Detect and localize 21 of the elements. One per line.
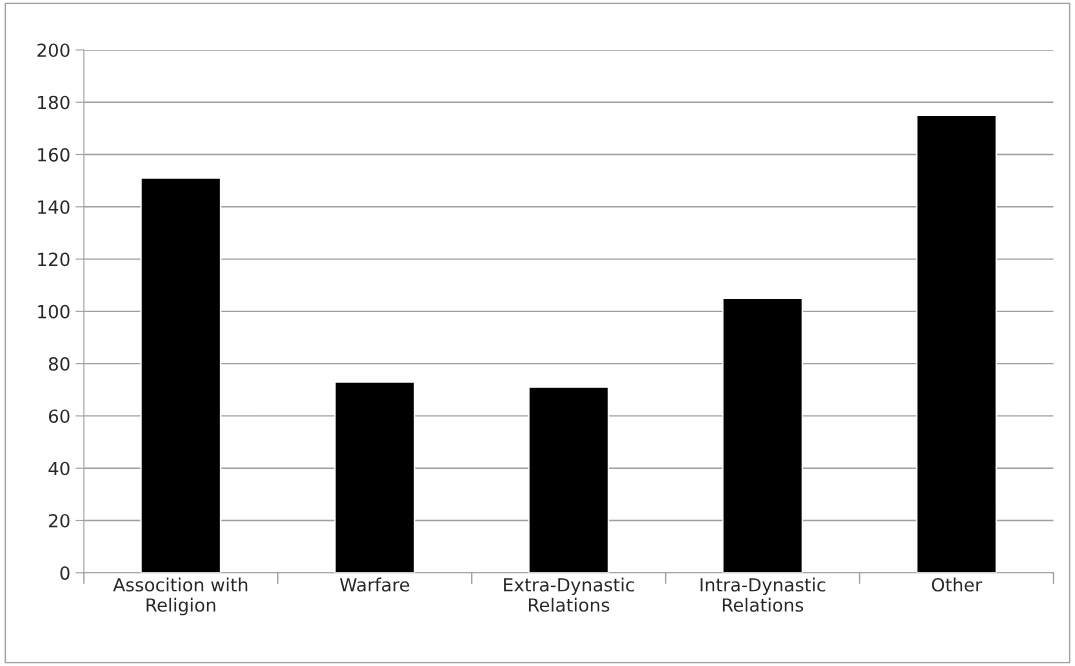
y-tick-label: 160 bbox=[38, 147, 70, 162]
x-tick-label: Other bbox=[931, 577, 983, 592]
bar bbox=[528, 386, 610, 573]
y-tick-label: 0 bbox=[60, 566, 70, 580]
x-tick-label: Assocition with Religion bbox=[113, 577, 248, 616]
bar bbox=[334, 381, 416, 573]
x-tick-label: Intra-Dynastic Relations bbox=[700, 577, 826, 612]
y-tick-label: 20 bbox=[49, 513, 70, 528]
x-tick-label: Warfare bbox=[339, 577, 410, 592]
y-tick-label: 200 bbox=[37, 43, 70, 58]
x-tick-label: Extra-Dynastic Relations bbox=[504, 577, 634, 612]
y-tick-label: 180 bbox=[38, 95, 70, 110]
bar bbox=[140, 177, 222, 573]
bar bbox=[916, 114, 997, 573]
y-tick-label: 140 bbox=[38, 200, 70, 214]
bar bbox=[722, 297, 804, 573]
y-tick-label: 100 bbox=[38, 304, 70, 319]
y-tick-label: 60 bbox=[48, 409, 70, 424]
y-tick-label: 120 bbox=[38, 252, 70, 267]
y-tick-label: 40 bbox=[48, 461, 70, 476]
y-tick-label: 80 bbox=[48, 357, 70, 371]
